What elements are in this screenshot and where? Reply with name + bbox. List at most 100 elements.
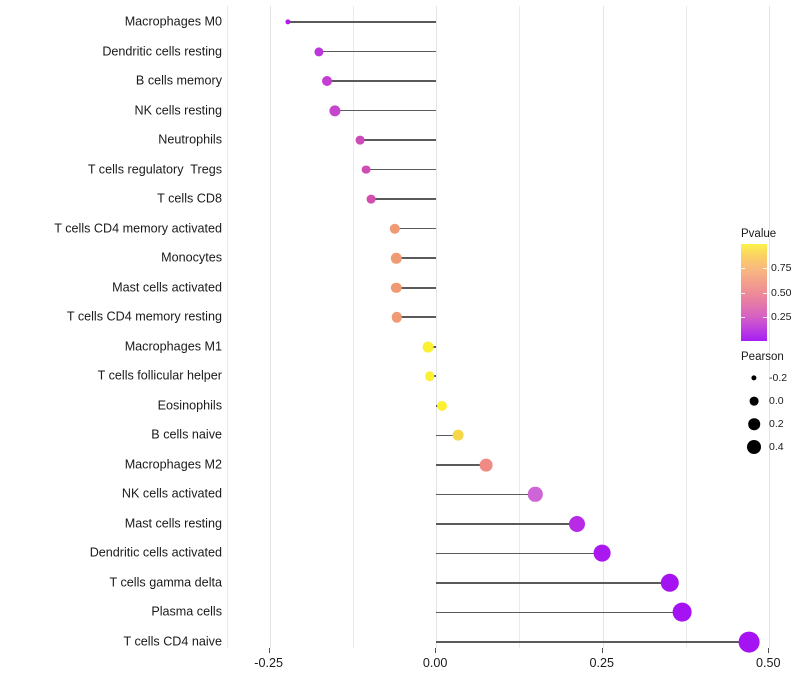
lollipop-stem [366, 168, 437, 171]
lollipop-stem [396, 257, 437, 259]
lollipop-stem [436, 523, 578, 525]
colorbar-tick-label: 0.50 [771, 286, 792, 299]
lollipop-point[interactable] [314, 46, 324, 57]
y-axis-label: T cells gamma delta [109, 575, 222, 590]
gridline-minor [352, 6, 354, 648]
x-axis-tick-label: -0.25 [254, 656, 283, 670]
size-legend-label: 0.4 [769, 441, 784, 453]
colorbar-tick [763, 292, 767, 294]
size-legend-label: 0.2 [769, 418, 784, 430]
y-axis-label: Macrophages M2 [124, 457, 222, 472]
lollipop-stem [394, 227, 437, 230]
x-axis-tick-label: 0.25 [589, 656, 614, 670]
lollipop-stem [436, 493, 536, 496]
lollipop-point[interactable] [569, 515, 586, 532]
lollipop-stem [436, 611, 683, 614]
lollipop-point[interactable] [355, 135, 365, 145]
x-axis-tick [601, 648, 603, 653]
gridline-major [769, 6, 771, 648]
lollipop-point[interactable] [389, 223, 401, 234]
colorbar-tick [741, 316, 745, 318]
y-axis-label: T cells CD8 [157, 191, 222, 206]
lollipop-point[interactable] [479, 458, 493, 472]
y-axis-label: Macrophages M0 [124, 14, 222, 29]
colorbar-tick [741, 268, 745, 270]
lollipop-point[interactable] [660, 573, 680, 593]
lollipop-stem [318, 50, 437, 53]
x-axis-tick [768, 648, 770, 653]
y-axis-label: B cells naive [151, 428, 222, 443]
lollipop-point[interactable] [528, 487, 543, 502]
lollipop-point[interactable] [436, 400, 447, 411]
x-axis-tick-label: 0.00 [422, 656, 448, 670]
y-axis-label: T cells CD4 naive [123, 634, 222, 649]
colorbar-tick-label: 0.75 [771, 262, 792, 275]
lollipop-stem [436, 464, 487, 466]
size-legend-label: 0.0 [769, 395, 784, 407]
lollipop-stem [436, 641, 750, 643]
colorbar-tick [763, 268, 767, 270]
colorbar-title: Pvalue [741, 228, 777, 240]
colorbar-tick-label: 0.25 [771, 310, 792, 323]
x-axis-tick-label: 0.50 [756, 656, 781, 670]
x-axis: -0.25 0.00 0.25 0.50 [227, 648, 781, 688]
lollipop-point[interactable] [366, 194, 376, 204]
colorbar-tick [741, 292, 745, 294]
y-axis-label: B cells memory [135, 73, 222, 88]
lollipop-point[interactable] [422, 341, 434, 353]
y-axis-label: T cells CD4 memory resting [66, 309, 222, 324]
gridline-major [269, 6, 271, 648]
lollipop-stem [326, 80, 437, 82]
legend-panel: Pvalue Pearson -0.2 0.0 0.2 0.4 0.75 0.50 0.2… [737, 0, 800, 700]
plot-panel [227, 6, 771, 653]
size-legend-label: -0.2 [769, 372, 788, 384]
x-axis-tick [435, 648, 437, 653]
y-axis-label: T cells follicular helper [97, 368, 222, 383]
lollipop-stem [360, 139, 437, 141]
gridline-minor [686, 6, 688, 648]
lollipop-stem [436, 434, 459, 437]
lollipop-stem [288, 21, 437, 23]
y-axis-label: Mast cells activated [112, 280, 222, 295]
y-axis-labels: Macrophages M0 Dendritic cells resting B c… [0, 0, 222, 700]
colorbar-tick [763, 316, 767, 318]
lollipop-point[interactable] [452, 429, 464, 441]
gridline-major [602, 6, 604, 648]
y-axis-label: Neutrophils [158, 132, 222, 147]
size-legend-dot [747, 440, 761, 454]
y-axis-label: NK cells activated [121, 487, 222, 502]
y-axis-label: Macrophages M1 [124, 339, 222, 354]
y-axis-label: Monocytes [161, 250, 222, 265]
size-legend-dot [748, 418, 760, 430]
lollipop-point[interactable] [738, 631, 760, 653]
lollipop-stem [436, 552, 603, 555]
y-axis-label: T cells CD4 memory activated [54, 221, 222, 236]
lollipop-point[interactable] [424, 371, 435, 382]
y-axis-label: Dendritic cells resting [102, 44, 222, 59]
lollipop-stem [436, 582, 671, 584]
y-axis-label: Eosinophils [157, 398, 222, 413]
lollipop-point[interactable] [285, 19, 291, 25]
y-axis-label: Dendritic cells activated [89, 546, 222, 561]
lollipop-point[interactable] [391, 282, 402, 293]
y-axis-label: NK cells resting [134, 103, 223, 118]
lollipop-point[interactable] [391, 312, 403, 323]
y-axis-label: Mast cells resting [124, 516, 222, 531]
y-axis-label: Plasma cells [151, 605, 222, 620]
y-axis-label: T cells regulatory Tregs [87, 162, 222, 177]
lollipop-stem [334, 109, 437, 112]
lollipop-point[interactable] [321, 76, 332, 87]
size-legend-dot [749, 396, 759, 406]
lollipop-point[interactable] [361, 165, 371, 175]
lollipop-stem [370, 198, 437, 200]
lollipop-stem [396, 286, 437, 289]
lollipop-point[interactable] [672, 603, 692, 622]
lollipop-point[interactable] [593, 545, 611, 562]
gridline-minor [519, 6, 521, 648]
size-legend-title: Pearson [741, 351, 784, 363]
lollipop-point[interactable] [391, 252, 402, 264]
lollipop-point[interactable] [329, 104, 341, 117]
lollipop-stem [396, 316, 437, 319]
x-axis-tick [268, 648, 270, 653]
